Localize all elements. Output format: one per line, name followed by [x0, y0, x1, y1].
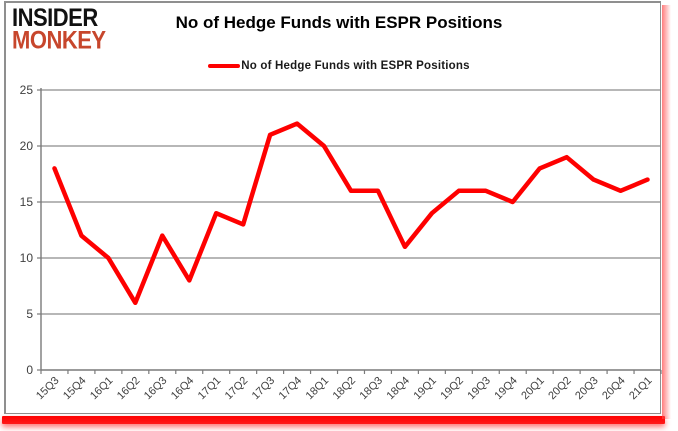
- svg-text:20: 20: [20, 139, 34, 153]
- svg-text:17Q2: 17Q2: [223, 375, 251, 403]
- logo-monkey-text: MONKEY: [12, 26, 106, 55]
- svg-text:16Q3: 16Q3: [142, 375, 170, 403]
- svg-text:21Q1: 21Q1: [627, 375, 655, 403]
- svg-text:15Q4: 15Q4: [61, 375, 89, 403]
- chart-frame: [4, 1, 661, 414]
- svg-text:25: 25: [20, 83, 34, 97]
- svg-text:19Q3: 19Q3: [465, 375, 493, 403]
- svg-text:15: 15: [20, 195, 34, 209]
- svg-text:17Q1: 17Q1: [196, 375, 224, 403]
- svg-text:17Q3: 17Q3: [250, 375, 278, 403]
- svg-text:18Q2: 18Q2: [331, 375, 359, 403]
- svg-text:15Q3: 15Q3: [34, 375, 62, 403]
- svg-text:16Q2: 16Q2: [115, 375, 143, 403]
- svg-text:16Q4: 16Q4: [169, 375, 197, 403]
- svg-text:18Q1: 18Q1: [304, 375, 332, 403]
- svg-text:19Q1: 19Q1: [411, 375, 439, 403]
- red-glow-bottom: [2, 416, 665, 424]
- svg-text:20Q2: 20Q2: [546, 375, 574, 403]
- svg-text:19Q4: 19Q4: [492, 375, 520, 403]
- svg-text:17Q4: 17Q4: [277, 375, 305, 403]
- red-glow-right: [662, 5, 671, 419]
- svg-text:10: 10: [20, 251, 34, 265]
- svg-text:19Q2: 19Q2: [438, 375, 466, 403]
- svg-text:18Q4: 18Q4: [385, 375, 413, 403]
- legend: No of Hedge Funds with ESPR Positions: [0, 60, 678, 72]
- insider-monkey-logo: INSIDER MONKEY: [12, 3, 106, 55]
- legend-label: No of Hedge Funds with ESPR Positions: [241, 60, 470, 72]
- svg-text:5: 5: [26, 307, 33, 321]
- logo-insider-text: INSIDER: [12, 3, 98, 32]
- legend-line-marker-icon: [208, 63, 241, 69]
- svg-text:16Q1: 16Q1: [88, 375, 116, 403]
- svg-text:20Q4: 20Q4: [600, 375, 628, 403]
- svg-text:0: 0: [26, 363, 33, 377]
- chart-title: No of Hedge Funds with ESPR Positions: [175, 13, 503, 32]
- svg-text:20Q1: 20Q1: [519, 375, 547, 403]
- svg-text:18Q3: 18Q3: [358, 375, 386, 403]
- svg-text:20Q3: 20Q3: [573, 375, 601, 403]
